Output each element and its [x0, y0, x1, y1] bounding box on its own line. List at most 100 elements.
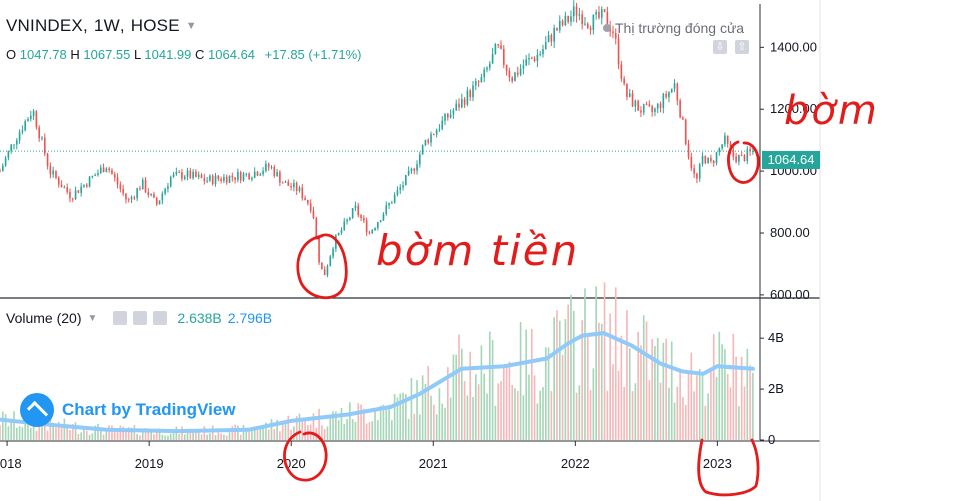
volume-bar — [726, 374, 729, 440]
candle-body — [438, 129, 441, 131]
candle-body — [7, 151, 10, 158]
candle-body — [682, 117, 684, 120]
close-label: C — [195, 47, 205, 62]
candle-body — [704, 155, 707, 164]
candle-body — [500, 45, 502, 49]
volume-bar — [581, 320, 583, 440]
market-status-text: Thị trường đóng cửa — [615, 20, 745, 36]
volume-bar — [354, 421, 357, 440]
volume-bar — [413, 413, 416, 440]
volume-bar — [262, 426, 264, 440]
status-dot-icon — [603, 24, 611, 32]
volume-bar — [200, 434, 203, 440]
candle-body — [337, 232, 340, 236]
candle-body — [628, 93, 631, 97]
volume-bar — [71, 423, 74, 440]
candle-body — [631, 93, 634, 107]
tradingview-logo-icon — [20, 393, 54, 427]
candle-body — [586, 23, 589, 28]
volume-bar — [466, 395, 469, 440]
volume-bar — [312, 413, 315, 440]
volume-bar — [612, 364, 614, 440]
volume-bar — [449, 397, 452, 440]
candle-body — [293, 182, 295, 188]
download-icon[interactable]: ⇩ — [713, 40, 727, 54]
candle-body — [273, 167, 276, 176]
candle-body — [399, 187, 402, 191]
candle-body — [679, 100, 681, 118]
volume-bar — [746, 348, 749, 440]
candle-body — [178, 171, 180, 173]
ohlc-legend: O 1047.78 H 1067.55 L 1041.99 C 1064.64 … — [6, 47, 362, 62]
volume-bar — [349, 402, 351, 440]
price-tick-label: 1400.00 — [770, 39, 817, 54]
volume-bar — [228, 432, 231, 440]
candle-body — [130, 197, 133, 200]
candle-body — [662, 93, 665, 108]
time-tick-label: 2020 — [277, 456, 306, 471]
candle-body — [281, 182, 284, 184]
volume-bar — [684, 404, 687, 440]
volume-bar — [150, 431, 152, 440]
gear-icon[interactable] — [133, 311, 148, 325]
volume-bar — [119, 425, 122, 440]
volume-bar — [113, 428, 116, 440]
candle-body — [108, 168, 110, 171]
volume-bar — [41, 424, 43, 440]
volume-bar — [469, 351, 472, 440]
volume-bar — [214, 435, 217, 440]
open-value: 1047.78 — [19, 47, 67, 62]
volume-bar — [10, 421, 13, 440]
candle-body — [365, 220, 368, 233]
volume-bar — [483, 373, 486, 440]
candle-body — [248, 173, 250, 180]
candle-body — [651, 106, 653, 112]
volume-bar — [357, 403, 360, 440]
candle-body — [85, 184, 88, 187]
candle-body — [721, 144, 723, 149]
candle-body — [564, 15, 567, 26]
volume-indicator-name[interactable]: Volume (20) — [6, 310, 82, 326]
candle-body — [472, 85, 474, 98]
candle-body — [460, 98, 463, 108]
eye-icon[interactable] — [113, 311, 128, 325]
candle-body — [183, 176, 186, 179]
volume-bar — [323, 429, 326, 440]
volume-bar — [83, 427, 85, 440]
upload-icon[interactable]: ⇧ — [735, 40, 749, 54]
candle-body — [497, 44, 500, 46]
candle-body — [197, 174, 200, 177]
candle-body — [301, 187, 304, 199]
candle-body — [712, 160, 715, 164]
tradingview-watermark[interactable]: Chart by TradingView — [20, 393, 236, 427]
candle-body — [391, 202, 393, 204]
candle-body — [516, 72, 519, 75]
candle-body — [410, 168, 413, 171]
change-value: +17.85 (+1.71%) — [264, 47, 362, 62]
candle-body — [743, 155, 746, 162]
candle-body — [539, 54, 542, 56]
volume-bar — [640, 345, 642, 440]
candle-body — [335, 235, 337, 249]
volume-bar — [642, 315, 645, 440]
volume-bar — [528, 374, 530, 440]
close-icon[interactable] — [153, 311, 168, 325]
volume-bar — [337, 420, 340, 440]
volume-bar — [7, 426, 10, 440]
volume-tick-label: 2B — [768, 381, 784, 396]
chart-title[interactable]: VNINDEX, 1W, HOSE ▼ — [6, 16, 197, 36]
chevron-down-icon[interactable]: ▼ — [87, 312, 98, 324]
chevron-down-icon[interactable]: ▼ — [185, 20, 197, 32]
candle-body — [63, 187, 66, 189]
candle-body — [374, 227, 376, 231]
candle-body — [670, 88, 673, 93]
volume-bar — [427, 366, 430, 440]
volume-bar — [494, 405, 497, 440]
candle-body — [749, 149, 751, 152]
candle-body — [505, 64, 508, 71]
volume-bar — [276, 419, 278, 440]
candle-body — [18, 132, 21, 141]
candle-body — [315, 218, 318, 237]
